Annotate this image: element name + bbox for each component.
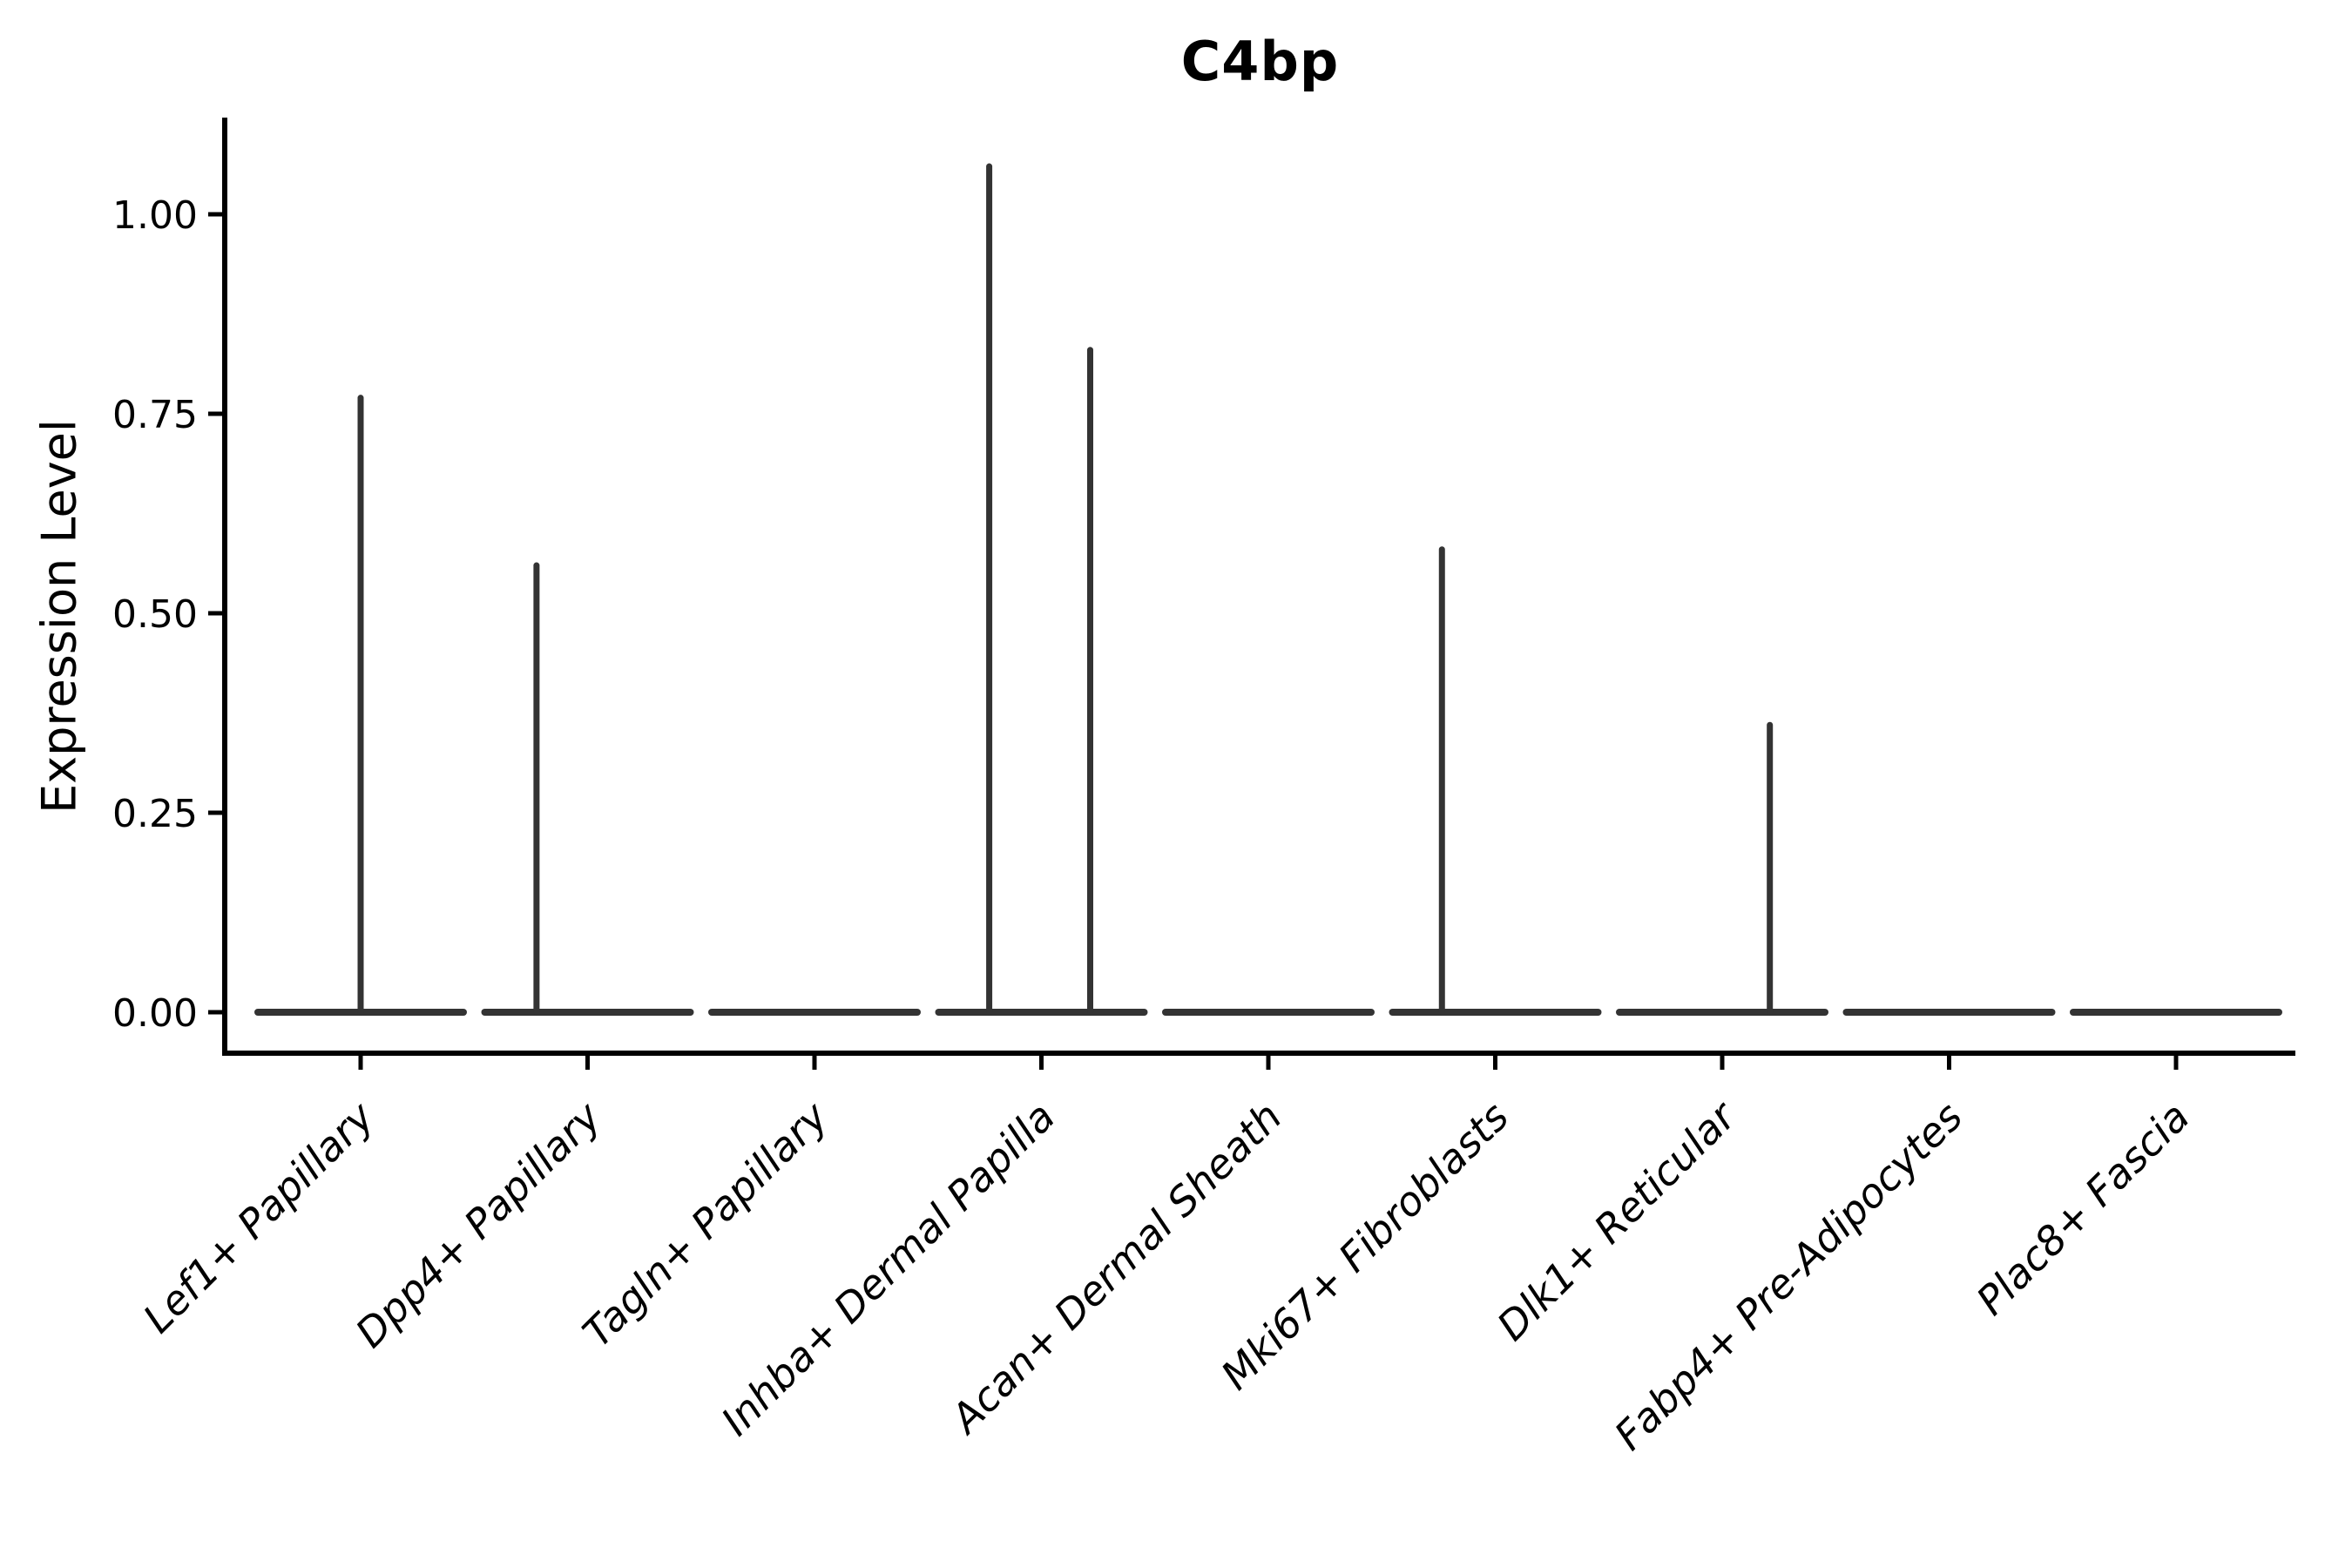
y-tick-label: 1.00 [112, 193, 198, 238]
plot-title: C4bp [1180, 30, 1340, 93]
y-tick-label: 0.50 [112, 592, 198, 637]
y-tick-label: 0.00 [112, 991, 198, 1036]
x-tick-label: Dpp4+ Papillary [347, 1092, 611, 1356]
x-tick-label: Lef1+ Papillary [134, 1092, 383, 1342]
x-tick-label: Tagln+ Papillary [573, 1092, 837, 1356]
y-tick-label: 0.25 [112, 792, 198, 836]
x-tick-label: Plac8+ Fascia [1967, 1093, 2198, 1324]
x-tick-label: Dlk1+ Reticular [1488, 1091, 1747, 1349]
y-tick-label: 0.75 [112, 393, 198, 437]
